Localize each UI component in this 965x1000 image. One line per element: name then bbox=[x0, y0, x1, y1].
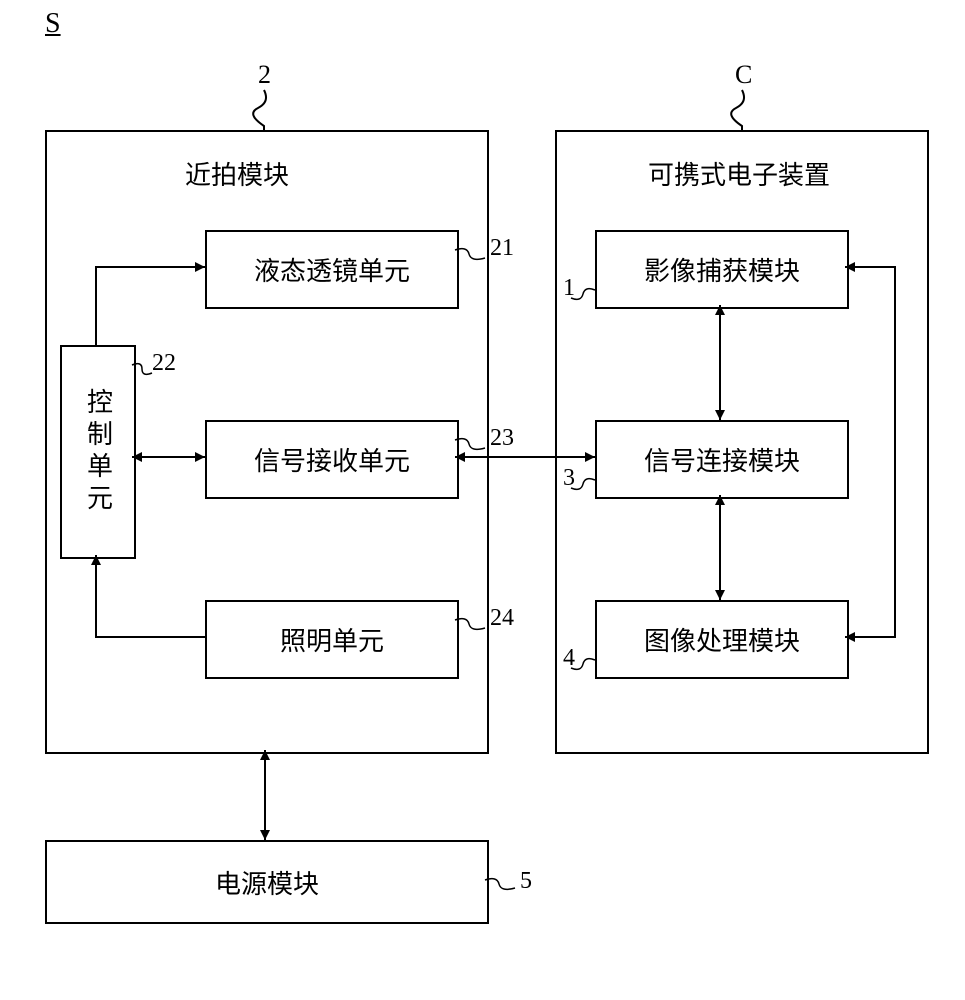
ref-24: 24 bbox=[490, 605, 514, 632]
ref-4: 4 bbox=[563, 645, 575, 672]
ref-5: 5 bbox=[520, 868, 532, 895]
sig-connect-label: 信号连接模块 bbox=[644, 441, 800, 478]
portable-device-title: 可携式电子装置 bbox=[648, 155, 830, 192]
control-unit-box: 控制单元 bbox=[60, 345, 136, 559]
control-unit-label: 控制单元 bbox=[80, 388, 117, 516]
img-process-box: 图像处理模块 bbox=[595, 600, 849, 679]
power-module-label: 电源模块 bbox=[215, 864, 319, 901]
signal-rx-box: 信号接收单元 bbox=[205, 420, 459, 499]
ref-1: 1 bbox=[563, 275, 575, 302]
ref-21: 21 bbox=[490, 235, 514, 262]
ref-23: 23 bbox=[490, 425, 514, 452]
ref-22: 22 bbox=[152, 350, 176, 377]
power-module-box: 电源模块 bbox=[45, 840, 489, 924]
system-label: S bbox=[45, 8, 61, 40]
img-capture-label: 影像捕获模块 bbox=[644, 251, 800, 288]
lighting-label: 照明单元 bbox=[280, 621, 384, 658]
ref-3: 3 bbox=[563, 465, 575, 492]
img-capture-box: 影像捕获模块 bbox=[595, 230, 849, 309]
close-up-module-title: 近拍模块 bbox=[185, 155, 289, 192]
sig-connect-box: 信号连接模块 bbox=[595, 420, 849, 499]
liquid-lens-box: 液态透镜单元 bbox=[205, 230, 459, 309]
liquid-lens-label: 液态透镜单元 bbox=[254, 251, 410, 288]
ref-left-module: 2 bbox=[258, 60, 271, 90]
img-process-label: 图像处理模块 bbox=[644, 621, 800, 658]
signal-rx-label: 信号接收单元 bbox=[254, 441, 410, 478]
ref-right-module: C bbox=[735, 60, 752, 90]
lighting-box: 照明单元 bbox=[205, 600, 459, 679]
